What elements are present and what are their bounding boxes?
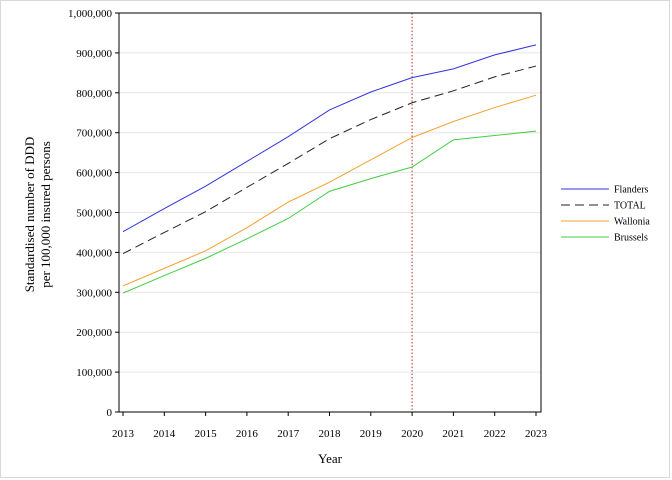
y-tick-label: 900,000: [76, 48, 112, 60]
legend-label-total: TOTAL: [614, 201, 646, 212]
x-tick-label: 2018: [319, 428, 342, 440]
y-axis-title: Standardised number of DDDper 100,000 in…: [22, 137, 53, 293]
y-tick-label: 600,000: [76, 168, 112, 180]
axes: [115, 12, 542, 416]
series-line-flanders: [122, 44, 537, 233]
series-lines: [122, 44, 537, 294]
x-tick-label: 2023: [525, 428, 548, 440]
x-tick-label: 2013: [112, 428, 135, 440]
x-tick-labels: 2013 2014 2015 2016 2017 2018 2019 2020 2021 2022…: [112, 428, 548, 440]
y-tick-labels: 0 100,000 200,000 300,000 400,000 500,000 600,…: [68, 8, 113, 419]
x-axis-title: Year: [318, 451, 343, 466]
y-tick-label: 800,000: [76, 88, 112, 100]
gridlines: [119, 12, 541, 373]
y-tick-label: 700,000: [76, 128, 112, 140]
y-tick-label: 1,000,000: [68, 8, 113, 20]
legend-label-wallonia: Wallonia: [614, 217, 650, 228]
legend-label-brussels: Brussels: [614, 233, 648, 244]
y-tick-label: 100,000: [76, 367, 112, 379]
series-line-brussels: [122, 130, 537, 294]
x-tick-label: 2020: [401, 428, 424, 440]
x-tick-label: 2021: [442, 428, 464, 440]
legend-label-flanders: Flanders: [614, 185, 649, 196]
y-axis-title-line: per 100,000 insured persons: [38, 141, 53, 288]
legend: Flanders TOTAL Wallonia Brussels: [561, 185, 650, 244]
x-tick-label: 2019: [360, 428, 383, 440]
x-tick-label: 2014: [153, 428, 176, 440]
y-tick-label: 400,000: [76, 247, 112, 259]
x-tick-label: 2022: [484, 428, 506, 440]
x-tick-label: 2015: [195, 428, 218, 440]
y-tick-label: 200,000: [76, 327, 112, 339]
y-tick-label: 0: [107, 407, 113, 419]
y-axis-title-line: Standardised number of DDD: [22, 137, 37, 293]
x-tick-label: 2016: [236, 428, 259, 440]
series-line-total: [122, 65, 537, 255]
y-tick-label: 500,000: [76, 208, 112, 220]
series-line-wallonia: [122, 94, 537, 287]
y-tick-label: 300,000: [76, 287, 112, 299]
x-tick-label: 2017: [277, 428, 300, 440]
